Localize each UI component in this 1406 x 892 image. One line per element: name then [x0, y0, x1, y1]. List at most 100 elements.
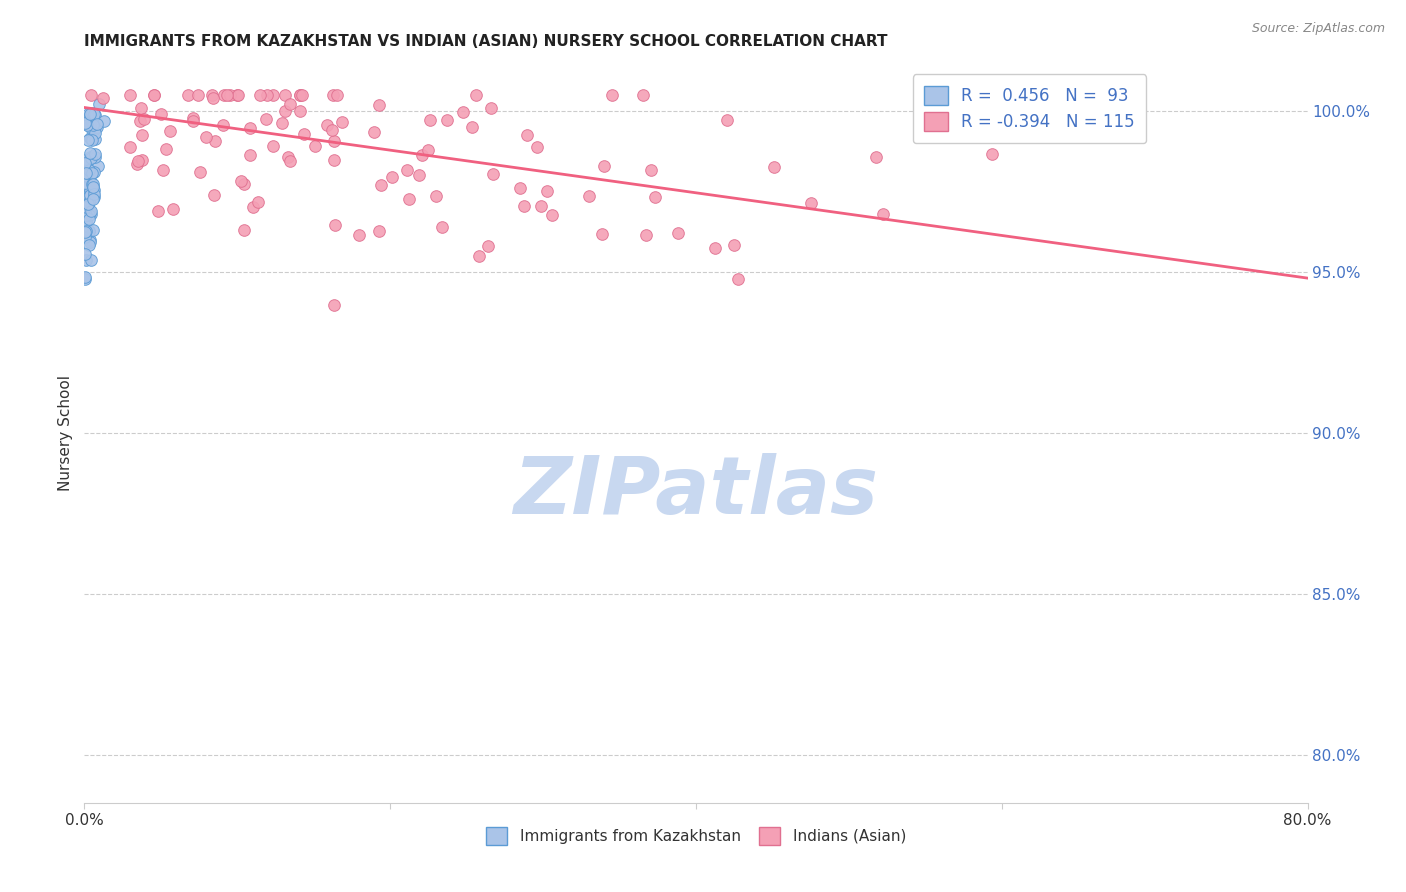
Point [381, 169, 404, 184]
Point [91, 90, 114, 104]
Point [79, 120, 101, 134]
Point [127, 153, 149, 168]
Point [79, 176, 101, 190]
Point [84, 126, 107, 140]
Point [75, 200, 97, 214]
Point [703, 241, 725, 255]
Point [526, 140, 548, 154]
Point [75, 230, 97, 244]
Point [83, 186, 105, 201]
Point [76, 166, 98, 180]
Point [75, 270, 97, 285]
Point [398, 192, 420, 206]
Point [464, 87, 486, 102]
Point [76, 209, 98, 223]
Point [212, 87, 235, 102]
Point [79, 132, 101, 146]
Point [980, 147, 1002, 161]
Point [239, 148, 262, 162]
Point [73, 176, 96, 190]
Point [75, 207, 97, 221]
Point [436, 112, 458, 127]
Point [395, 163, 418, 178]
Point [73, 224, 96, 238]
Point [134, 112, 156, 127]
Point [541, 208, 564, 222]
Point [76, 161, 98, 176]
Point [865, 150, 887, 164]
Point [479, 102, 502, 116]
Point [82, 105, 104, 120]
Point [77, 224, 100, 238]
Point [231, 174, 253, 188]
Point [716, 113, 738, 128]
Point [75, 116, 97, 130]
Point [120, 140, 142, 154]
Point [477, 239, 499, 253]
Point [323, 218, 346, 232]
Point [249, 87, 271, 102]
Point [274, 104, 297, 119]
Point [408, 168, 430, 182]
Point [536, 184, 558, 198]
Point [79, 187, 101, 202]
Point [79, 224, 101, 238]
Point [77, 194, 100, 209]
Point [291, 87, 314, 102]
Point [242, 200, 264, 214]
Point [800, 196, 823, 211]
Point [82, 180, 104, 194]
Point [321, 122, 343, 136]
Point [73, 194, 96, 209]
Point [84, 132, 107, 146]
Point [181, 113, 204, 128]
Point [201, 90, 224, 104]
Point [79, 145, 101, 160]
Point [162, 202, 184, 216]
Point [512, 199, 534, 213]
Point [79, 108, 101, 122]
Point [77, 197, 100, 211]
Point [75, 169, 97, 184]
Point [82, 222, 104, 236]
Point [727, 272, 749, 286]
Point [73, 116, 96, 130]
Point [83, 182, 105, 196]
Point [271, 116, 294, 130]
Point [80, 253, 103, 268]
Point [368, 98, 391, 112]
Point [322, 153, 344, 167]
Point [219, 87, 242, 102]
Point [79, 107, 101, 121]
Point [82, 182, 104, 196]
Point [79, 131, 101, 145]
Point [77, 133, 100, 147]
Point [77, 178, 100, 193]
Point [80, 207, 103, 221]
Point [79, 151, 101, 165]
Point [516, 128, 538, 142]
Point [143, 87, 166, 102]
Point [872, 206, 894, 220]
Point [127, 156, 149, 170]
Point [75, 213, 97, 227]
Point [77, 211, 100, 226]
Point [83, 149, 105, 163]
Legend: Immigrants from Kazakhstan, Indians (Asian): Immigrants from Kazakhstan, Indians (Asi… [479, 821, 912, 851]
Point [77, 107, 100, 121]
Point [530, 198, 553, 212]
Point [84, 147, 107, 161]
Point [75, 188, 97, 202]
Point [416, 144, 439, 158]
Point [83, 165, 105, 179]
Point [290, 87, 312, 102]
Point [468, 249, 491, 263]
Point [640, 163, 662, 178]
Point [129, 114, 152, 128]
Point [82, 118, 104, 132]
Point [131, 128, 153, 143]
Point [461, 120, 484, 135]
Point [86, 120, 108, 134]
Point [195, 130, 218, 145]
Point [79, 184, 101, 198]
